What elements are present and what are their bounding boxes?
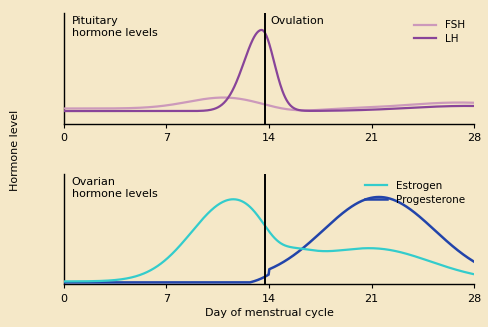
Text: Pituitary
hormone levels: Pituitary hormone levels: [72, 16, 157, 38]
Text: Ovarian
hormone levels: Ovarian hormone levels: [72, 177, 157, 198]
X-axis label: Day of menstrual cycle: Day of menstrual cycle: [204, 308, 333, 318]
Legend: FSH, LH: FSH, LH: [408, 16, 468, 48]
Text: Hormone level: Hormone level: [10, 110, 20, 191]
Legend: Estrogen, Progesterone: Estrogen, Progesterone: [360, 177, 468, 209]
Text: Ovulation: Ovulation: [270, 16, 324, 26]
